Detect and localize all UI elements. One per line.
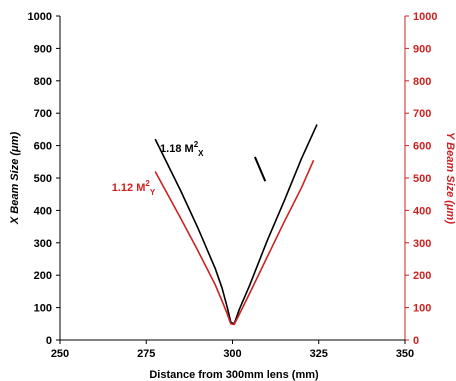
y-beam-size-line: [154, 159, 315, 326]
x-ticks: 250 275 300 325 350: [51, 340, 414, 360]
right-y-tick-label: 700: [413, 108, 431, 120]
left-y-ticks: 0 100 200 300 400 500 600 700 800 900 1000: [28, 11, 60, 347]
right-y-ticks: 0 100 200 300 400 500 600 700 800 900 1000: [405, 11, 437, 347]
right-y-tick-label: 500: [413, 173, 431, 185]
right-y-tick-label: 900: [413, 43, 431, 55]
series-annotations: 1.18 M2X 1.12 M2Y: [112, 140, 204, 197]
left-y-tick-label: 800: [34, 76, 52, 88]
right-y-tick-label: 400: [413, 205, 431, 217]
left-y-tick-label: 900: [34, 43, 52, 55]
x-tick-label: 325: [310, 348, 328, 360]
right-y-tick-label: 200: [413, 270, 431, 282]
x-tick-label: 275: [137, 348, 155, 360]
right-y-tick-label: 800: [413, 76, 431, 88]
right-y-axis-title: Y Beam Size (μm): [444, 132, 456, 224]
left-y-tick-label: 100: [34, 303, 52, 315]
left-y-tick-label: 0: [46, 335, 52, 347]
left-y-tick-label: 700: [34, 108, 52, 120]
annotation-m2-y: 1.12 M2Y: [112, 179, 156, 197]
x-axis-title: Distance from 300mm lens (mm): [149, 369, 319, 381]
right-y-tick-label: 100: [413, 303, 431, 315]
left-y-axis-title: X Beam Size (μm): [9, 132, 21, 226]
series-lines: [154, 124, 318, 326]
marker-segment: [254, 156, 267, 182]
x-tick-label: 350: [396, 348, 414, 360]
x-tick-label: 300: [223, 348, 241, 360]
left-y-tick-label: 400: [34, 205, 52, 217]
right-y-tick-label: 300: [413, 238, 431, 250]
left-y-tick-label: 1000: [28, 11, 52, 23]
right-y-tick-label: 1000: [413, 11, 437, 23]
right-y-tick-label: 600: [413, 141, 431, 153]
annotation-m2-x: 1.18 M2X: [160, 140, 204, 158]
left-y-tick-label: 600: [34, 141, 52, 153]
x-beam-size-line: [154, 124, 318, 325]
right-y-tick-label: 0: [413, 335, 419, 347]
left-y-tick-label: 500: [34, 173, 52, 185]
x-tick-label: 250: [51, 348, 69, 360]
left-y-tick-label: 200: [34, 270, 52, 282]
left-y-tick-label: 300: [34, 238, 52, 250]
axes: [59, 16, 406, 341]
